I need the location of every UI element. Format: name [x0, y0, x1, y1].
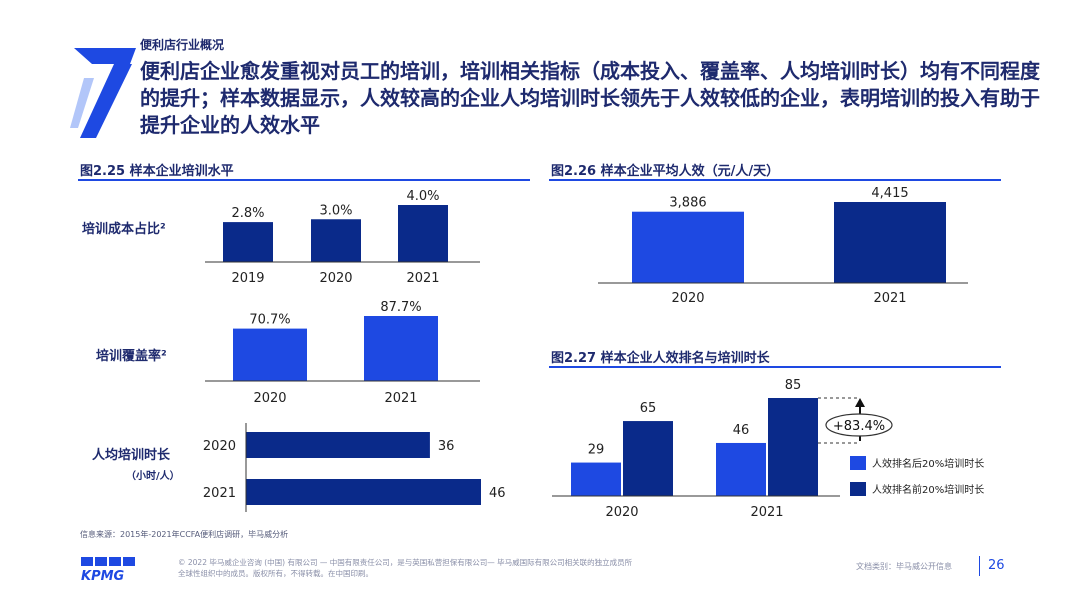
ranking-value-label-2021-series-2: 85: [785, 378, 802, 393]
cost-bar-2019: [223, 222, 273, 262]
hours-value-label-2020: 36: [438, 439, 455, 454]
coverage-value-label-2020: 70.7%: [249, 313, 290, 328]
cost-value-label-2020: 3.0%: [319, 203, 352, 218]
cost-chart: 2.8% 2019 3.0% 2020 4.0% 2021: [205, 189, 480, 286]
hours-chart: 36 2020 46 2021: [203, 423, 506, 512]
legend-swatch-2: [850, 482, 866, 496]
svg-text:KPMG: KPMG: [81, 569, 125, 582]
coverage-bar-2021: [364, 316, 438, 381]
efficiency-value-label-2021: 4,415: [871, 186, 908, 201]
fig227-title: 图2.27 样本企业人效排名与培训时长: [551, 351, 770, 366]
fig226-title: 图2.26 样本企业平均人效（元/人/天）: [551, 164, 780, 179]
kpmg-logo: KPMG: [81, 557, 135, 582]
section-label: 便利店行业概况: [140, 38, 225, 52]
ranking-tick-2020: 2020: [605, 505, 638, 520]
fig226-rule: [549, 179, 1001, 181]
document-classification: 文档类别：毕马威公开信息: [856, 562, 952, 571]
coverage-bar-2020: [233, 328, 307, 381]
legend-label-1: 人效排名后20%培训时长: [872, 457, 984, 470]
cost-value-label-2021: 4.0%: [406, 189, 439, 204]
coverage-chart: 70.7% 2020 87.7% 2021: [205, 300, 480, 406]
page-headline: 便利店企业愈发重视对员工的培训，培训相关指标（成本投入、覆盖率、人均培训时长）均…: [140, 59, 1040, 137]
row-label-cost: 培训成本占比²: [82, 222, 166, 237]
efficiency-tick-2020: 2020: [671, 291, 704, 306]
row-label-coverage: 培训覆盖率²: [96, 349, 167, 364]
efficiency-bar-2021: [834, 202, 946, 283]
fig225-title: 图2.25 样本企业培训水平: [80, 164, 234, 179]
legend-label-2: 人效排名前20%培训时长: [872, 483, 984, 496]
cost-bar-2020: [311, 219, 361, 262]
growth-arrow-head: [855, 398, 865, 407]
page-divider: [979, 556, 980, 576]
efficiency-value-label-2020: 3,886: [669, 196, 706, 211]
coverage-tick-2021: 2021: [384, 391, 417, 406]
row-label-hours: 人均培训时长: [92, 448, 171, 463]
big-seven-graphic: [70, 48, 136, 138]
efficiency-tick-2021: 2021: [873, 291, 906, 306]
coverage-value-label-2021: 87.7%: [380, 300, 421, 315]
hours-value-label-2021: 46: [489, 486, 506, 501]
ranking-value-label-2021-series-1: 46: [733, 423, 750, 438]
ranking-value-label-2020-series-1: 29: [588, 443, 605, 458]
ranking-value-label-2020-series-2: 65: [640, 401, 657, 416]
fig227-rule: [549, 366, 1001, 368]
cost-value-label-2019: 2.8%: [231, 206, 264, 221]
copyright-note: © 2022 毕马威企业咨询 (中国) 有限公司 — 中国有限责任公司，是与英国…: [178, 558, 633, 578]
hours-tick-2020: 2020: [203, 439, 236, 454]
source-note: 信息来源：2015年-2021年CCFA便利店调研，毕马威分析: [80, 530, 289, 539]
coverage-tick-2020: 2020: [253, 391, 286, 406]
cost-bar-2021: [398, 205, 448, 262]
hours-bar-2021: [246, 479, 481, 505]
hours-tick-2021: 2021: [203, 486, 236, 501]
ranking-chart: 29 65 2020 46 85 2021 +83.4% 人效排名后20%培训时长人效排名…: [552, 378, 984, 520]
ranking-bar-2020-series-2: [623, 421, 673, 496]
cost-tick-2021: 2021: [406, 271, 439, 286]
hours-bar-2020: [246, 432, 430, 458]
page-number: 26: [988, 558, 1005, 573]
efficiency-chart: 3,886 2020 4,415 2021: [598, 186, 968, 306]
cost-tick-2019: 2019: [231, 271, 264, 286]
ranking-tick-2021: 2021: [750, 505, 783, 520]
ranking-bar-2020-series-1: [571, 462, 621, 496]
legend-swatch-1: [850, 456, 866, 470]
efficiency-bar-2020: [632, 211, 744, 283]
fig225-rule: [78, 179, 530, 181]
growth-badge-text: +83.4%: [833, 419, 885, 434]
growth-badge: [825, 413, 893, 437]
ranking-bar-2021-series-2: [768, 398, 818, 496]
cost-tick-2020: 2020: [319, 271, 352, 286]
row-label-hours-unit: （小时/人）: [126, 471, 180, 482]
ranking-bar-2021-series-1: [716, 442, 766, 496]
